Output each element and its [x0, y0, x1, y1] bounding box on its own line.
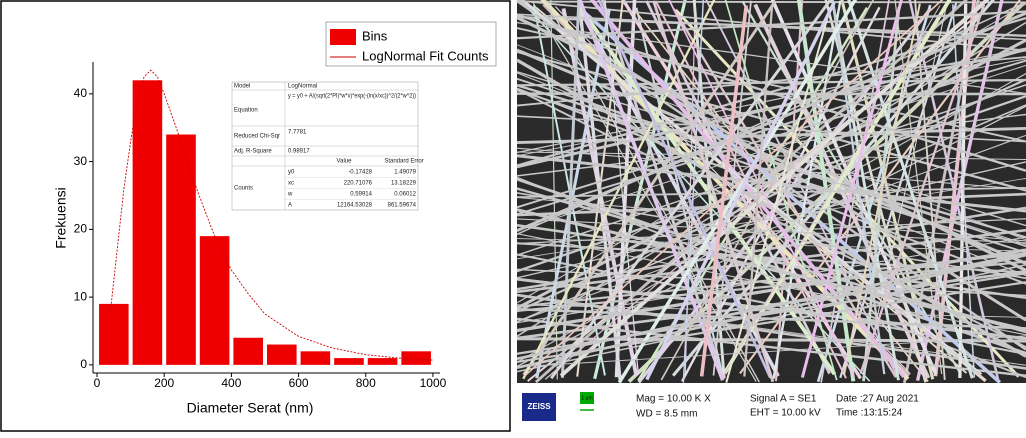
- date: Date :27 Aug 2021: [836, 394, 919, 405]
- bar: [99, 304, 129, 365]
- legend-swatch: [330, 29, 356, 45]
- table-text: Reduced Chi-Sqr: [234, 134, 280, 140]
- table-text: -0.17428: [348, 170, 372, 176]
- table-text: 0.06012: [394, 192, 416, 198]
- table-text: Equation: [234, 108, 258, 114]
- table-text: 1.49079: [394, 170, 416, 176]
- mag: Mag = 10.00 K X: [636, 394, 711, 405]
- bar: [233, 338, 263, 365]
- x-tick-label: 200: [154, 376, 174, 390]
- x-axis-label: Diameter Serat (nm): [187, 400, 314, 416]
- legend-label: LogNormal Fit Counts: [362, 48, 489, 63]
- bar: [334, 358, 364, 365]
- x-tick-label: 800: [356, 376, 376, 390]
- x-tick-label: 600: [289, 376, 309, 390]
- y-tick-label: 40: [74, 86, 88, 100]
- table-text: y0: [288, 170, 295, 176]
- x-tick-label: 400: [221, 376, 241, 390]
- table-text: w: [287, 192, 293, 198]
- brand: ZEISS: [527, 402, 551, 411]
- bar: [267, 345, 297, 365]
- y-tick-label: 20: [74, 222, 88, 236]
- table-text: 7.7781: [288, 130, 307, 136]
- table-text: Value: [337, 159, 353, 165]
- table-text: LogNormal: [288, 84, 317, 90]
- scale-label: 1 µm: [581, 395, 592, 401]
- table-text: Counts: [234, 186, 253, 192]
- y-axis-label: Frekuensi: [53, 187, 69, 248]
- table-text: y = y0 + A/(sqrt(2*PI)*w*x)*exp(-(ln(x/x…: [288, 94, 416, 100]
- x-tick-label: 1000: [420, 376, 447, 390]
- table-text: 12164.53028: [337, 203, 373, 209]
- x-tick-label: 0: [94, 376, 101, 390]
- wd: WD = 8.5 mm: [636, 409, 697, 420]
- table-text: Adj. R-Square: [234, 149, 272, 155]
- y-tick-label: 30: [74, 154, 88, 168]
- bar: [301, 351, 331, 365]
- bar: [368, 358, 398, 365]
- legend-label: Bins: [362, 28, 388, 43]
- table-text: 13.18229: [391, 181, 417, 187]
- table-text: 0.98917: [288, 149, 310, 155]
- table-text: xc: [288, 181, 294, 187]
- table-text: 220.71076: [344, 181, 373, 187]
- table-text: Standard Error: [384, 159, 423, 165]
- figure: ZEISS 1 µm Mag = 10.00 K X WD = 8.5 mm S…: [0, 0, 1026, 433]
- table-text: A: [288, 203, 292, 209]
- bar: [166, 134, 196, 364]
- table-text: 861.59674: [388, 203, 417, 209]
- y-tick-label: 0: [80, 357, 87, 371]
- bar: [401, 351, 431, 365]
- bar: [133, 80, 163, 365]
- bar: [200, 236, 230, 365]
- fit-table: Model LogNormal Equation y = y0 + A/(sqrt(2…: [232, 82, 424, 210]
- y-tick-label: 10: [74, 289, 88, 303]
- time: Time :13:15:24: [836, 408, 903, 419]
- eht: EHT = 10.00 kV: [750, 408, 821, 419]
- table-text: Model: [234, 84, 250, 90]
- table-text: 0.59914: [350, 192, 372, 198]
- signal: Signal A = SE1: [750, 394, 817, 405]
